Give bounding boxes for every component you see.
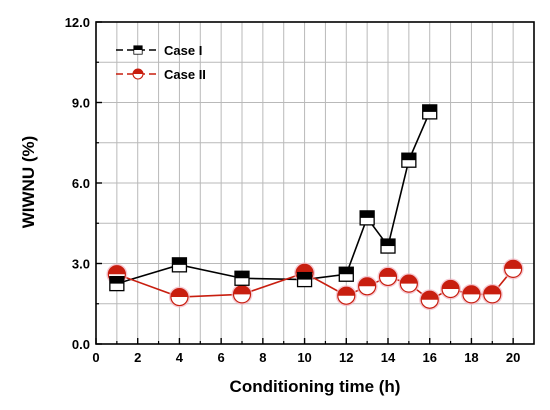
y-tick-label: 12.0 bbox=[65, 15, 90, 30]
series-layer bbox=[106, 104, 524, 311]
data-point-case-2 bbox=[440, 278, 462, 300]
axis-ticks bbox=[95, 21, 514, 345]
y-tick-label: 3.0 bbox=[72, 257, 90, 272]
series-line-case-1 bbox=[116, 111, 431, 285]
x-tick-label: 14 bbox=[381, 350, 396, 365]
data-point-case-2 bbox=[335, 285, 357, 307]
x-tick-label: 10 bbox=[297, 350, 311, 365]
x-tick-label: 16 bbox=[422, 350, 436, 365]
data-point-case-1 bbox=[380, 238, 396, 254]
y-axis-title: WIWNU (%) bbox=[19, 136, 38, 229]
data-point-case-1 bbox=[234, 270, 250, 286]
legend-marker-case-1 bbox=[133, 45, 143, 55]
x-tick-label: 2 bbox=[134, 350, 141, 365]
legend-marker-case-2 bbox=[132, 68, 144, 80]
x-tick-label: 18 bbox=[464, 350, 478, 365]
data-point-case-1 bbox=[401, 152, 417, 168]
x-tick-label: 12 bbox=[339, 350, 353, 365]
legend-label-case-1: Case I bbox=[164, 43, 202, 58]
x-axis-title: Conditioning time (h) bbox=[230, 377, 401, 396]
grid bbox=[96, 22, 534, 344]
x-tick-label: 0 bbox=[92, 350, 99, 365]
x-tick-label: 6 bbox=[218, 350, 225, 365]
legend: Case I Case II bbox=[116, 43, 206, 82]
axis-tick-labels: 0 2 4 6 8 10 12 14 16 18 20 0.0 3.0 6.0 9.0 12.0 bbox=[65, 15, 521, 365]
x-tick-label: 4 bbox=[176, 350, 184, 365]
data-point-case-1 bbox=[338, 266, 354, 282]
data-point-case-2 bbox=[377, 266, 399, 288]
data-point-case-1 bbox=[171, 257, 188, 273]
x-tick-label: 8 bbox=[259, 350, 266, 365]
legend-entry-case-2: Case II bbox=[116, 67, 206, 82]
legend-entry-case-1: Case I bbox=[116, 43, 202, 58]
legend-marker-square bbox=[133, 45, 143, 55]
y-tick-label: 0.0 bbox=[72, 337, 90, 352]
data-point-case-2 bbox=[231, 283, 253, 305]
y-tick-label: 9.0 bbox=[72, 96, 90, 111]
legend-label-case-2: Case II bbox=[164, 67, 206, 82]
data-point-case-2 bbox=[502, 258, 524, 280]
data-point-case-2 bbox=[419, 289, 441, 311]
data-point-case-1 bbox=[359, 210, 375, 226]
y-tick-label: 6.0 bbox=[72, 176, 90, 191]
data-point-case-2 bbox=[356, 275, 378, 297]
data-point-case-1 bbox=[422, 104, 438, 120]
data-point-case-2 bbox=[398, 273, 420, 295]
data-point-case-2 bbox=[460, 283, 482, 305]
x-tick-label: 20 bbox=[506, 350, 520, 365]
data-point-case-2 bbox=[481, 283, 503, 305]
data-point-case-1 bbox=[296, 271, 313, 288]
data-point-case-2 bbox=[168, 286, 190, 308]
data-point-case-1 bbox=[109, 275, 125, 292]
